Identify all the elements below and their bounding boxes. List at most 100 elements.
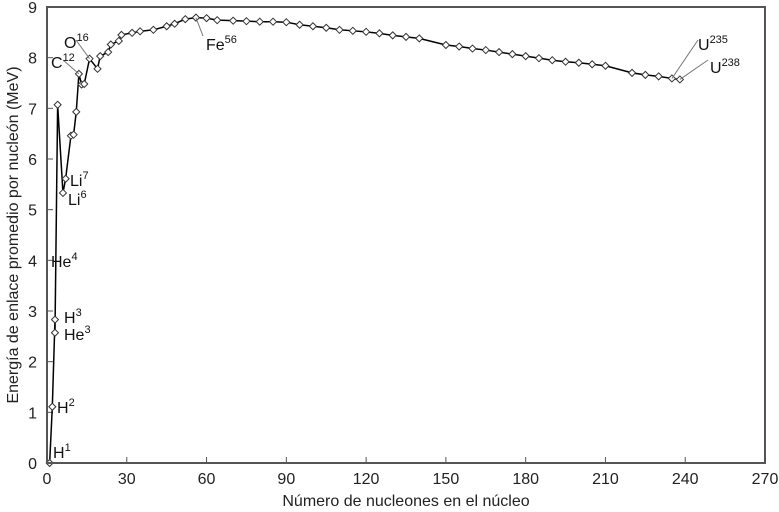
data-point (212, 15, 222, 25)
series-line (48, 16, 680, 464)
y-tick-label: 8 (28, 51, 37, 68)
data-point (255, 17, 264, 26)
annotation-leader (75, 39, 90, 59)
plot-frame (46, 6, 766, 464)
annotation-u235: U235 (698, 34, 728, 54)
annotation-c12: C12 (51, 52, 75, 72)
y-tick-label: 1 (28, 405, 37, 422)
x-tick-label: 150 (433, 471, 460, 488)
annotation-fe56: Fe56 (206, 34, 237, 54)
data-point (69, 130, 78, 139)
data-point (481, 45, 490, 55)
data-point (282, 17, 291, 27)
data-point (93, 64, 102, 74)
data-point (361, 27, 371, 37)
data-point (508, 49, 517, 59)
data-point (53, 100, 62, 109)
data-point (103, 47, 113, 57)
data-point (308, 22, 318, 31)
y-tick-label: 0 (28, 456, 37, 473)
data-point (468, 44, 477, 53)
data-point (601, 61, 610, 70)
x-tick-label: 0 (43, 471, 52, 488)
annotation-leader (671, 39, 699, 79)
binding-energy-line (48, 16, 680, 464)
x-axis-label: Número de nucleones en el núcleo (282, 493, 529, 510)
data-point (50, 315, 60, 324)
data-point (127, 28, 137, 38)
data-point (521, 51, 530, 61)
data-point (61, 174, 70, 183)
data-point (322, 23, 331, 32)
data-point (548, 55, 557, 65)
data-point (388, 31, 397, 40)
data-point (117, 30, 126, 40)
annotation-h2: H2 (57, 397, 75, 417)
data-point (494, 47, 504, 57)
data-point (162, 22, 171, 31)
data-point (441, 40, 451, 50)
data-point (135, 27, 145, 36)
annotation-he3: He3 (64, 324, 91, 344)
y-tick-label: 4 (28, 253, 37, 270)
data-point (268, 17, 278, 26)
annotation-h3: H3 (64, 307, 82, 327)
data-point (401, 32, 411, 42)
data-point (641, 70, 650, 80)
data-point (228, 16, 238, 25)
data-point (95, 51, 105, 61)
data-point (80, 79, 89, 89)
y-axis-label: Energía de enlace promedio por nucleón (… (5, 66, 22, 403)
data-point (654, 72, 663, 81)
data-markers (45, 13, 685, 468)
data-point (534, 53, 544, 63)
data-point (181, 14, 190, 24)
data-point (415, 34, 424, 43)
data-point (106, 40, 116, 49)
y-tick-label: 7 (28, 101, 37, 118)
annotation-leader (62, 59, 80, 75)
data-point (149, 25, 158, 35)
annotation-h1: H1 (53, 442, 71, 462)
y-tick-label: 3 (28, 304, 37, 321)
data-point (48, 402, 57, 411)
x-tick-label: 90 (277, 471, 295, 488)
data-point (561, 57, 570, 66)
annotation-u238: U238 (710, 57, 740, 77)
data-point (58, 188, 68, 198)
data-point (574, 58, 584, 67)
x-tick-label: 180 (512, 471, 539, 488)
annotation-he4: He4 (51, 251, 78, 271)
data-point (114, 36, 124, 46)
y-tick-label: 9 (28, 0, 37, 17)
data-point (454, 42, 464, 51)
data-point (587, 60, 597, 69)
x-tick-label: 30 (118, 471, 136, 488)
annotation-o16: O16 (64, 32, 89, 52)
y-tick-label: 6 (28, 152, 37, 169)
data-point (335, 25, 344, 35)
data-point (242, 16, 251, 26)
y-tick-label: 2 (28, 355, 37, 372)
x-tick-label: 210 (592, 471, 619, 488)
annotation-li6: Li6 (68, 189, 87, 209)
data-point (375, 29, 384, 38)
annotation-leader (679, 59, 709, 80)
x-tick-label: 60 (198, 471, 216, 488)
x-tick-label: 120 (353, 471, 380, 488)
data-point (348, 26, 358, 36)
data-point (72, 107, 81, 117)
annotation-leader (195, 17, 204, 37)
data-point (295, 20, 304, 29)
x-tick-label: 240 (672, 471, 699, 488)
y-tick-label: 5 (28, 203, 37, 220)
data-point (627, 68, 637, 78)
data-point (202, 13, 211, 23)
x-tick-label: 270 (752, 471, 779, 488)
data-point (50, 328, 60, 337)
axis-ticks: 0 30 60 90 120 150 180 210 240 270 0 1 2 3 4 5 6 7 8 9 (28, 0, 778, 488)
data-point (170, 19, 179, 28)
annotation-li7: Li7 (70, 170, 89, 190)
